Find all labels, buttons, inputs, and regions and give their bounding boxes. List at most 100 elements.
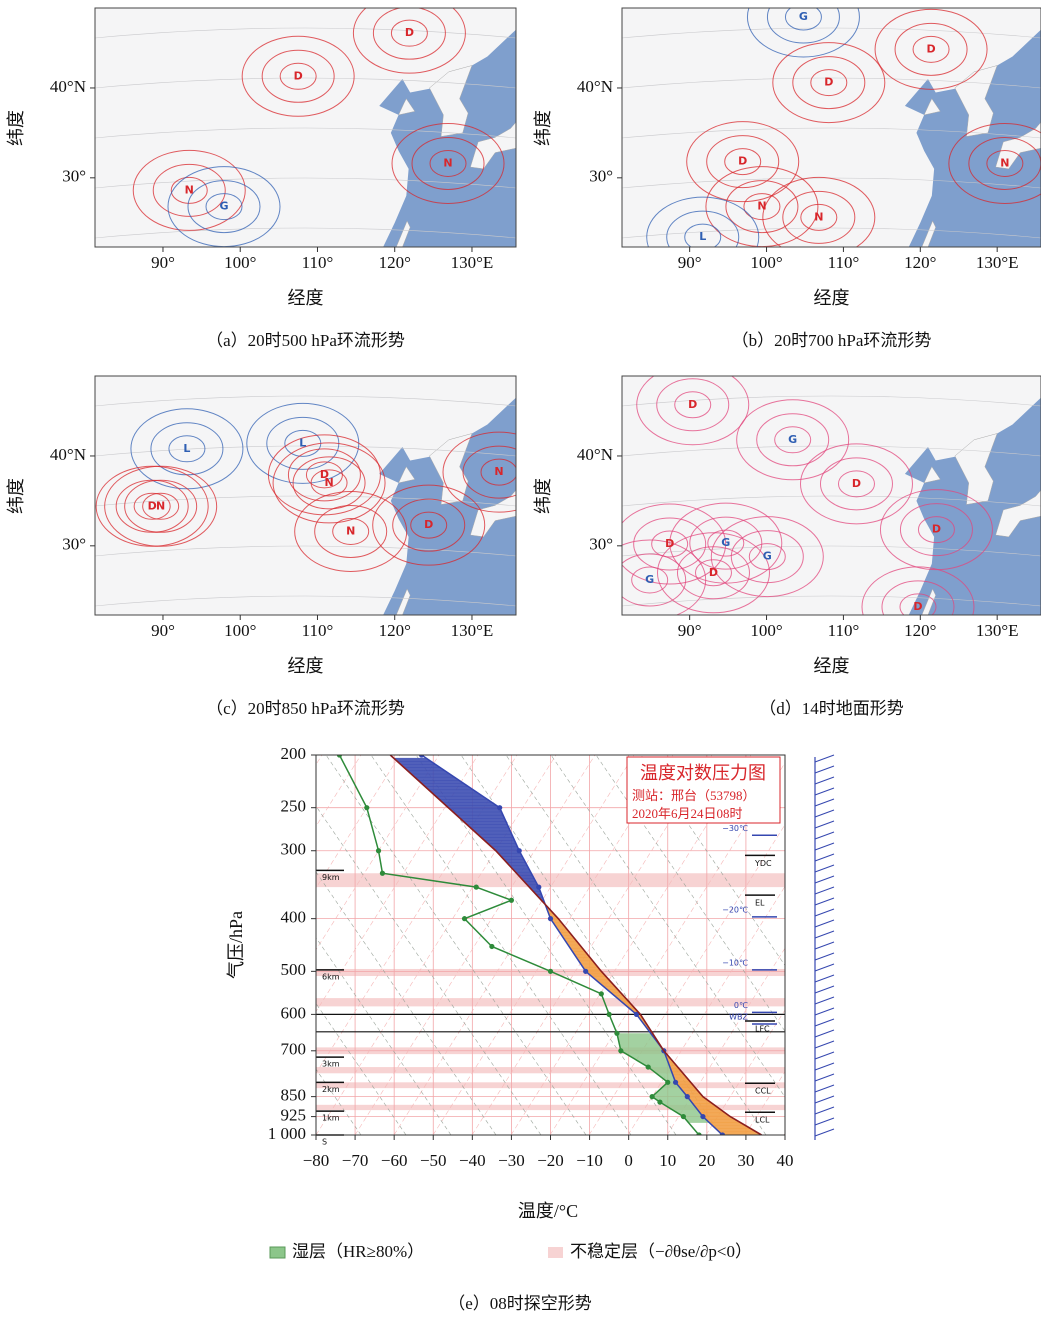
contour [676,546,750,600]
contour [879,489,993,571]
level-label: −10℃ [722,958,748,967]
contour [689,516,763,570]
map-panel: D D N G N [95,8,516,247]
isotherm [471,755,713,1135]
map-panel: G D D D N N N L [622,8,1041,247]
contour [774,426,812,454]
wind-barb [814,930,835,939]
land-patch [921,588,936,615]
contour [894,22,968,76]
land-patch [470,121,516,170]
land-patch [923,98,941,116]
isotherm [705,1009,785,1135]
contour [187,180,261,234]
isotherm [316,755,518,1074]
contour [694,559,732,587]
contour [622,503,727,585]
wind-barb [814,787,835,796]
land-patch [923,466,941,484]
graticule [95,27,516,39]
map-frame [94,7,517,248]
profile-point [547,968,554,974]
x-tick-label: 20 [698,1151,715,1170]
contour [766,8,840,44]
contour [272,442,386,524]
profile-point [473,884,479,890]
profile-point [375,848,382,854]
profile-point [336,755,343,758]
x-axis-label: 经度 [288,288,324,308]
contour [756,413,830,467]
energy-area [410,773,456,778]
center-label: G [219,200,228,213]
wind-barb [814,809,835,818]
contour [782,190,856,244]
level-label: 1km [322,1114,340,1123]
isotherm [588,824,785,1135]
contour [411,136,485,190]
center-label: D [148,499,157,512]
isotherm [316,755,557,1135]
center-label: N [1000,156,1009,169]
center-label: N [185,183,194,196]
profile-line [421,755,723,1135]
contour [748,543,786,571]
energy-area [427,789,479,794]
center-label: D [294,69,303,82]
legend-swatch [269,1246,286,1259]
level-label: 2km [322,1085,340,1094]
profile-point [583,968,589,974]
contour [462,445,516,499]
contour [799,443,913,525]
y-tick-label: 40°N [577,77,613,96]
legend-label: 湿层（HR≥80%） [292,1242,424,1261]
center-label: L [183,442,190,455]
profile-point [461,916,468,922]
x-tick-label: 130°E [451,253,494,272]
profile-point [719,1132,726,1135]
y-tick-label: 30° [589,535,613,554]
graticule [622,495,1041,507]
contour [104,465,218,547]
contour [410,511,448,539]
y-tick-label: 200 [281,744,307,763]
center-label: G [645,573,654,586]
center-label: D [926,42,935,55]
contour [948,122,1041,204]
contour [332,517,370,545]
wind-barb [814,853,835,862]
y-tick-label: 40°N [577,445,613,464]
y-tick-label: 40°N [50,77,86,96]
contour [762,176,876,247]
isotherm [510,755,752,1135]
station: 测站：邢台（53798） [632,788,756,803]
contour [706,135,780,189]
profile-point [618,1048,624,1054]
energy-area [445,805,501,810]
contour [352,8,466,74]
wind-barb [814,985,835,994]
contour [115,479,189,533]
land-patch [921,220,936,247]
x-tick-label: 100° [750,621,782,640]
center-label: N [494,465,503,478]
wind-barb [814,886,835,895]
contour [429,149,467,177]
x-tick-label: 90° [151,621,175,640]
level-label: LFC [755,1024,770,1033]
graticule [95,227,516,239]
y-tick-label: 300 [281,840,307,859]
graticule [95,595,516,607]
caption: （e）08时探空形势 [448,1294,592,1313]
legend-label: 不稳定层（−∂θse/∂p<0） [570,1242,752,1261]
energy-area [399,764,442,768]
profile-point [418,755,425,758]
center-label: D [824,76,833,89]
profile-point [614,1030,620,1036]
x-tick-label: −50 [420,1151,447,1170]
contour [391,122,505,204]
y-tick-label: 400 [281,908,307,927]
profile-point [536,884,542,890]
level-label: WBZ [729,1013,748,1022]
